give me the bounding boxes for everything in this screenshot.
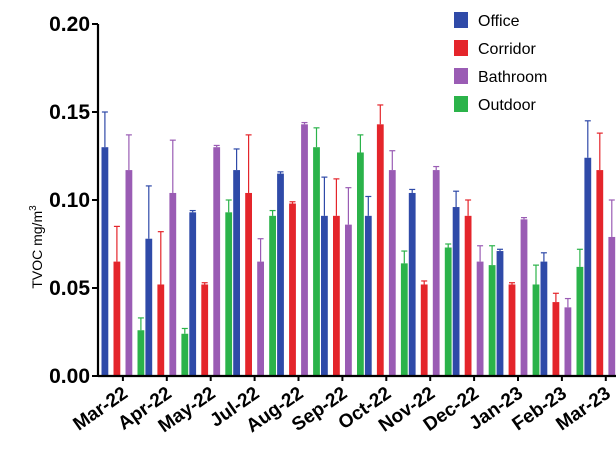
- bar-corridor-Mar-23: [596, 170, 604, 376]
- bar-corridor-Sep-22: [333, 215, 340, 376]
- bar-office-Aug-22: [277, 173, 284, 376]
- bar-corridor-Oct-22: [376, 124, 384, 376]
- bar-bathroom-Nov-22: [432, 170, 440, 376]
- y-tick-label: 0.20: [49, 13, 90, 36]
- legend-swatch-outdoor: [454, 96, 468, 112]
- legend-swatch-bathroom: [454, 68, 468, 84]
- bar-outdoor-Mar-22: [137, 330, 145, 376]
- bar-corridor-Jan-23: [508, 284, 516, 376]
- bar-corridor-Jul-22: [245, 192, 252, 376]
- bar-outdoor-Jul-22: [269, 215, 276, 376]
- bar-corridor-Feb-23: [552, 302, 560, 376]
- bar-outdoor-Sep-22: [357, 152, 364, 376]
- bar-bathroom-Sep-22: [345, 224, 352, 376]
- bar-bathroom-Jul-22: [257, 261, 264, 376]
- bar-bathroom-Apr-22: [169, 192, 177, 376]
- bar-office-Sep-22: [321, 215, 328, 376]
- bar-office-Jul-22: [233, 170, 240, 376]
- bar-outdoor-Oct-22: [400, 263, 408, 376]
- bar-office-Jan-23: [496, 251, 504, 376]
- bar-bathroom-Jan-23: [520, 219, 528, 376]
- y-axis-label-superscript: 3: [28, 205, 39, 211]
- bar-office-Dec-22: [452, 207, 460, 376]
- bar-corridor-Dec-22: [464, 215, 472, 376]
- bar-office-Mar-23: [584, 157, 592, 376]
- bar-bathroom-Dec-22: [476, 261, 484, 376]
- bar-bathroom-Mar-23: [608, 236, 616, 376]
- bar-office-May-22: [189, 212, 197, 376]
- bar-office-Oct-22: [364, 215, 372, 376]
- y-tick-label: 0.15: [49, 101, 90, 124]
- bar-outdoor-Nov-22: [444, 247, 452, 376]
- bar-office-Feb-23: [540, 261, 548, 376]
- bar-outdoor-Feb-23: [576, 266, 584, 376]
- legend-swatch-corridor: [454, 40, 468, 56]
- legend-label-corridor: Corridor: [478, 41, 536, 58]
- bar-corridor-May-22: [201, 284, 209, 376]
- bar-office-Nov-22: [408, 192, 416, 376]
- bar-corridor-Mar-22: [113, 261, 121, 376]
- bar-corridor-Nov-22: [420, 284, 428, 376]
- bar-bathroom-Aug-22: [301, 124, 308, 376]
- bar-office-Mar-22: [101, 147, 109, 376]
- bar-outdoor-Aug-22: [313, 147, 320, 376]
- y-tick-label: 0.00: [49, 365, 90, 388]
- bar-corridor-Apr-22: [157, 284, 165, 376]
- y-tick-label: 0.10: [49, 189, 90, 212]
- bar-corridor-Aug-22: [289, 203, 296, 376]
- bar-bathroom-May-22: [213, 147, 221, 376]
- bar-bathroom-Oct-22: [388, 170, 396, 376]
- y-axis-label: TVOC mg/m3: [28, 205, 45, 289]
- legend-swatch-office: [454, 12, 468, 28]
- bar-outdoor-Apr-22: [181, 333, 189, 376]
- bar-office-Apr-22: [145, 238, 153, 376]
- bars-layer: [101, 104, 616, 376]
- y-axis-label-text: TVOC mg/m: [29, 211, 45, 289]
- bar-outdoor-Dec-22: [488, 265, 496, 376]
- legend-label-bathroom: Bathroom: [478, 69, 547, 86]
- bar-bathroom-Mar-22: [125, 170, 133, 376]
- y-tick-label: 0.05: [49, 277, 90, 300]
- legend: Office Corridor Bathroom Outdoor: [454, 12, 547, 114]
- bar-outdoor-Jan-23: [532, 284, 540, 376]
- bar-outdoor-May-22: [225, 212, 233, 376]
- bar-bathroom-Feb-23: [564, 307, 572, 376]
- legend-label-outdoor: Outdoor: [478, 97, 536, 114]
- legend-label-office: Office: [478, 13, 520, 30]
